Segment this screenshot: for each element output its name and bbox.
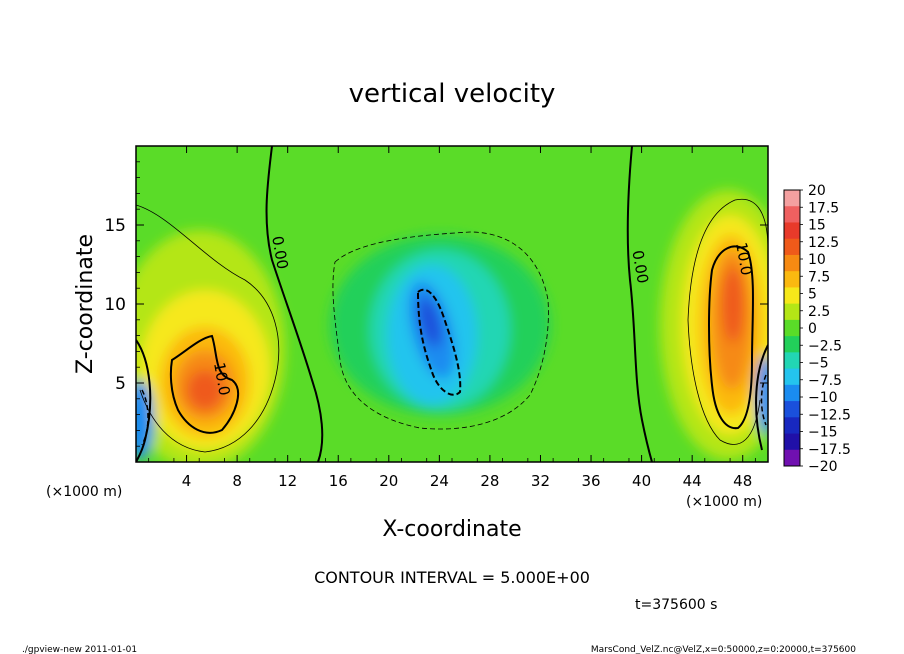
contour-ten-right bbox=[708, 245, 754, 430]
x-tick-label-8: 36 bbox=[581, 472, 600, 490]
colorbar-swatch-13 bbox=[784, 401, 800, 418]
contour-zero-edge-left bbox=[136, 339, 152, 462]
colorbar-label-1: 17.5 bbox=[808, 200, 839, 216]
y-tick-label-1: 10 bbox=[104, 295, 126, 315]
colorbar-label-8: 0 bbox=[808, 321, 817, 337]
contour-interval: CONTOUR INTERVAL = 5.000E+00 bbox=[314, 568, 590, 587]
x-tick-label-10: 44 bbox=[683, 472, 702, 490]
contour-label-3: 10.0 bbox=[732, 241, 756, 277]
contour-zero-left bbox=[265, 146, 324, 462]
colorbar-label-14: −15 bbox=[808, 425, 838, 441]
colorbar-swatch-2 bbox=[784, 222, 800, 240]
colorbar-label-4: 10 bbox=[808, 252, 826, 268]
contour-label-2: 10.0 bbox=[210, 361, 234, 397]
colorbar-swatch-11 bbox=[784, 368, 800, 386]
x-tick-label-6: 28 bbox=[480, 472, 499, 490]
contour-ten-left bbox=[169, 334, 239, 434]
colorbar-label-10: −5 bbox=[808, 356, 829, 372]
contour-five-left bbox=[136, 204, 280, 453]
x-unit-left: (×1000 m) bbox=[46, 484, 122, 500]
x-tick-label-1: 8 bbox=[232, 472, 242, 490]
field-center-deep bbox=[418, 296, 442, 348]
contour-neg-five-edge-right bbox=[760, 374, 767, 426]
colorbar-label-2: 15 bbox=[808, 218, 826, 234]
colorbar-label-6: 5 bbox=[808, 287, 817, 303]
x-tick-label-2: 12 bbox=[278, 472, 297, 490]
contour-neg-five-edge-left bbox=[141, 389, 149, 446]
x-unit-right: (×1000 m) bbox=[686, 494, 762, 510]
colorbar-swatch-10 bbox=[784, 352, 800, 369]
chart-title: vertical velocity bbox=[349, 79, 556, 109]
plot-area: 0.00 0.00 10.0 10.0 bbox=[136, 146, 768, 462]
colorbar-swatch-14 bbox=[784, 417, 800, 434]
colorbar-swatch-8 bbox=[784, 319, 800, 337]
x-tick-label-4: 20 bbox=[379, 472, 398, 490]
y-axis: 5 10 15 bbox=[104, 161, 768, 447]
colorbar-label-0: 20 bbox=[808, 183, 826, 199]
y-axis-label: Z-coordinate bbox=[73, 234, 98, 374]
colorbar-swatch-1 bbox=[784, 206, 800, 223]
contours bbox=[136, 146, 768, 462]
x-tick-label-9: 40 bbox=[632, 472, 651, 490]
y-tick-label-0: 5 bbox=[115, 374, 126, 394]
footer-left: ./gpview-new 2011-01-01 bbox=[22, 645, 137, 654]
colorbar-label-13: −12.5 bbox=[808, 407, 851, 423]
colorbar-swatch-9 bbox=[784, 336, 800, 353]
colorbar-label-7: 2.5 bbox=[808, 304, 830, 320]
colorbar-label-5: 7.5 bbox=[808, 269, 830, 285]
contour-five-right bbox=[687, 198, 768, 445]
colorbar-swatch-5 bbox=[784, 271, 800, 288]
colorbar-label-11: −7.5 bbox=[808, 373, 842, 389]
field-right-hot bbox=[722, 267, 744, 343]
colorbar-swatch-15 bbox=[784, 433, 800, 451]
time-label: t=375600 s bbox=[635, 597, 717, 613]
footer-right: MarsCond_VelZ.nc@VelZ,x=0:50000,z=0:2000… bbox=[591, 645, 856, 654]
colorbar-swatch-12 bbox=[784, 384, 800, 402]
x-axis-label: X-coordinate bbox=[382, 517, 521, 542]
x-tick-label-3: 16 bbox=[329, 472, 348, 490]
colorbar-swatch-16 bbox=[784, 449, 800, 467]
contour-label-0: 0.00 bbox=[268, 235, 292, 271]
colorbar-label-16: −20 bbox=[808, 459, 838, 475]
contour-labels: 0.00 0.00 10.0 10.0 bbox=[210, 235, 756, 397]
colorbar-swatch-6 bbox=[784, 287, 800, 305]
colorbar-swatch-7 bbox=[784, 303, 800, 321]
colorbar-label-3: 12.5 bbox=[808, 235, 839, 251]
colorbar-swatch-0 bbox=[784, 190, 800, 207]
x-tick-label-0: 4 bbox=[182, 472, 192, 490]
colorbar-swatch-4 bbox=[784, 254, 800, 272]
x-axis: 4 8 12 16 20 24 28 32 36 40 44 48 bbox=[148, 146, 756, 490]
contour-zero-right bbox=[626, 146, 653, 462]
y-tick-label-2: 15 bbox=[104, 216, 126, 236]
contour-zero-edge-right bbox=[755, 344, 768, 451]
x-tick-label-5: 24 bbox=[430, 472, 449, 490]
colorbar-label-12: −10 bbox=[808, 390, 838, 406]
colorbar-swatch-3 bbox=[784, 238, 800, 256]
contour-label-1: 0.00 bbox=[628, 249, 652, 285]
contour-neg-five-center bbox=[332, 231, 549, 430]
x-tick-label-11: 48 bbox=[733, 472, 752, 490]
x-tick-label-7: 32 bbox=[531, 472, 550, 490]
contour-neg-ten-center bbox=[416, 288, 462, 396]
field-left-hot bbox=[187, 370, 223, 410]
colorbar-label-9: −2.5 bbox=[808, 338, 842, 354]
colorbar-label-15: −17.5 bbox=[808, 442, 851, 458]
